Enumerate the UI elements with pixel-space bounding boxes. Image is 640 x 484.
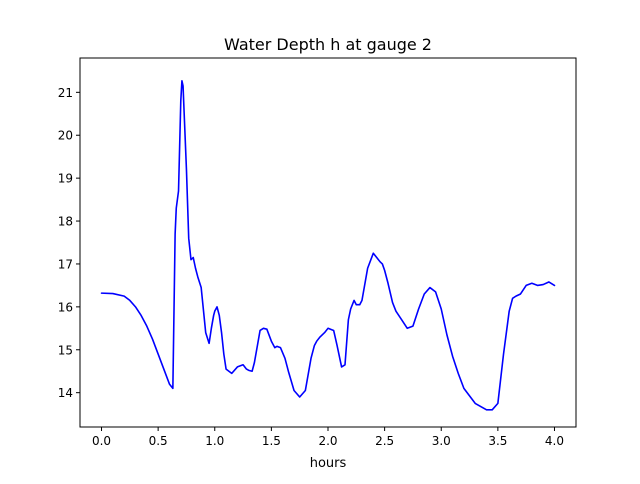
y-tick-label: 17 [58,257,73,271]
x-tick-label: 4.0 [545,434,564,448]
x-axis: 0.0 0.5 1.0 1.5 2.0 2.5 3.0 3.5 4.0 [92,427,564,448]
x-tick-label: 1.0 [205,434,224,448]
x-tick-label: 3.5 [488,434,507,448]
x-tick-label: 3.0 [432,434,451,448]
y-tick-label: 15 [58,343,73,357]
x-tick-label: 2.0 [318,434,337,448]
y-tick-label: 19 [58,172,73,186]
y-tick-label: 20 [58,129,73,143]
y-tick-label: 21 [58,86,73,100]
chart-title: Water Depth h at gauge 2 [224,35,432,54]
y-tick-label: 14 [58,386,73,400]
x-tick-label: 0.5 [149,434,168,448]
series-line-0 [100,79,556,411]
y-axis: 14 15 16 17 18 19 20 21 [58,86,80,400]
x-tick-label: 2.5 [375,434,394,448]
plot-area [100,79,556,411]
x-tick-label: 0.0 [92,434,111,448]
x-axis-label: hours [310,456,347,471]
x-tick-label: 1.5 [262,434,281,448]
y-tick-label: 18 [58,215,73,229]
y-tick-label: 16 [58,300,73,314]
